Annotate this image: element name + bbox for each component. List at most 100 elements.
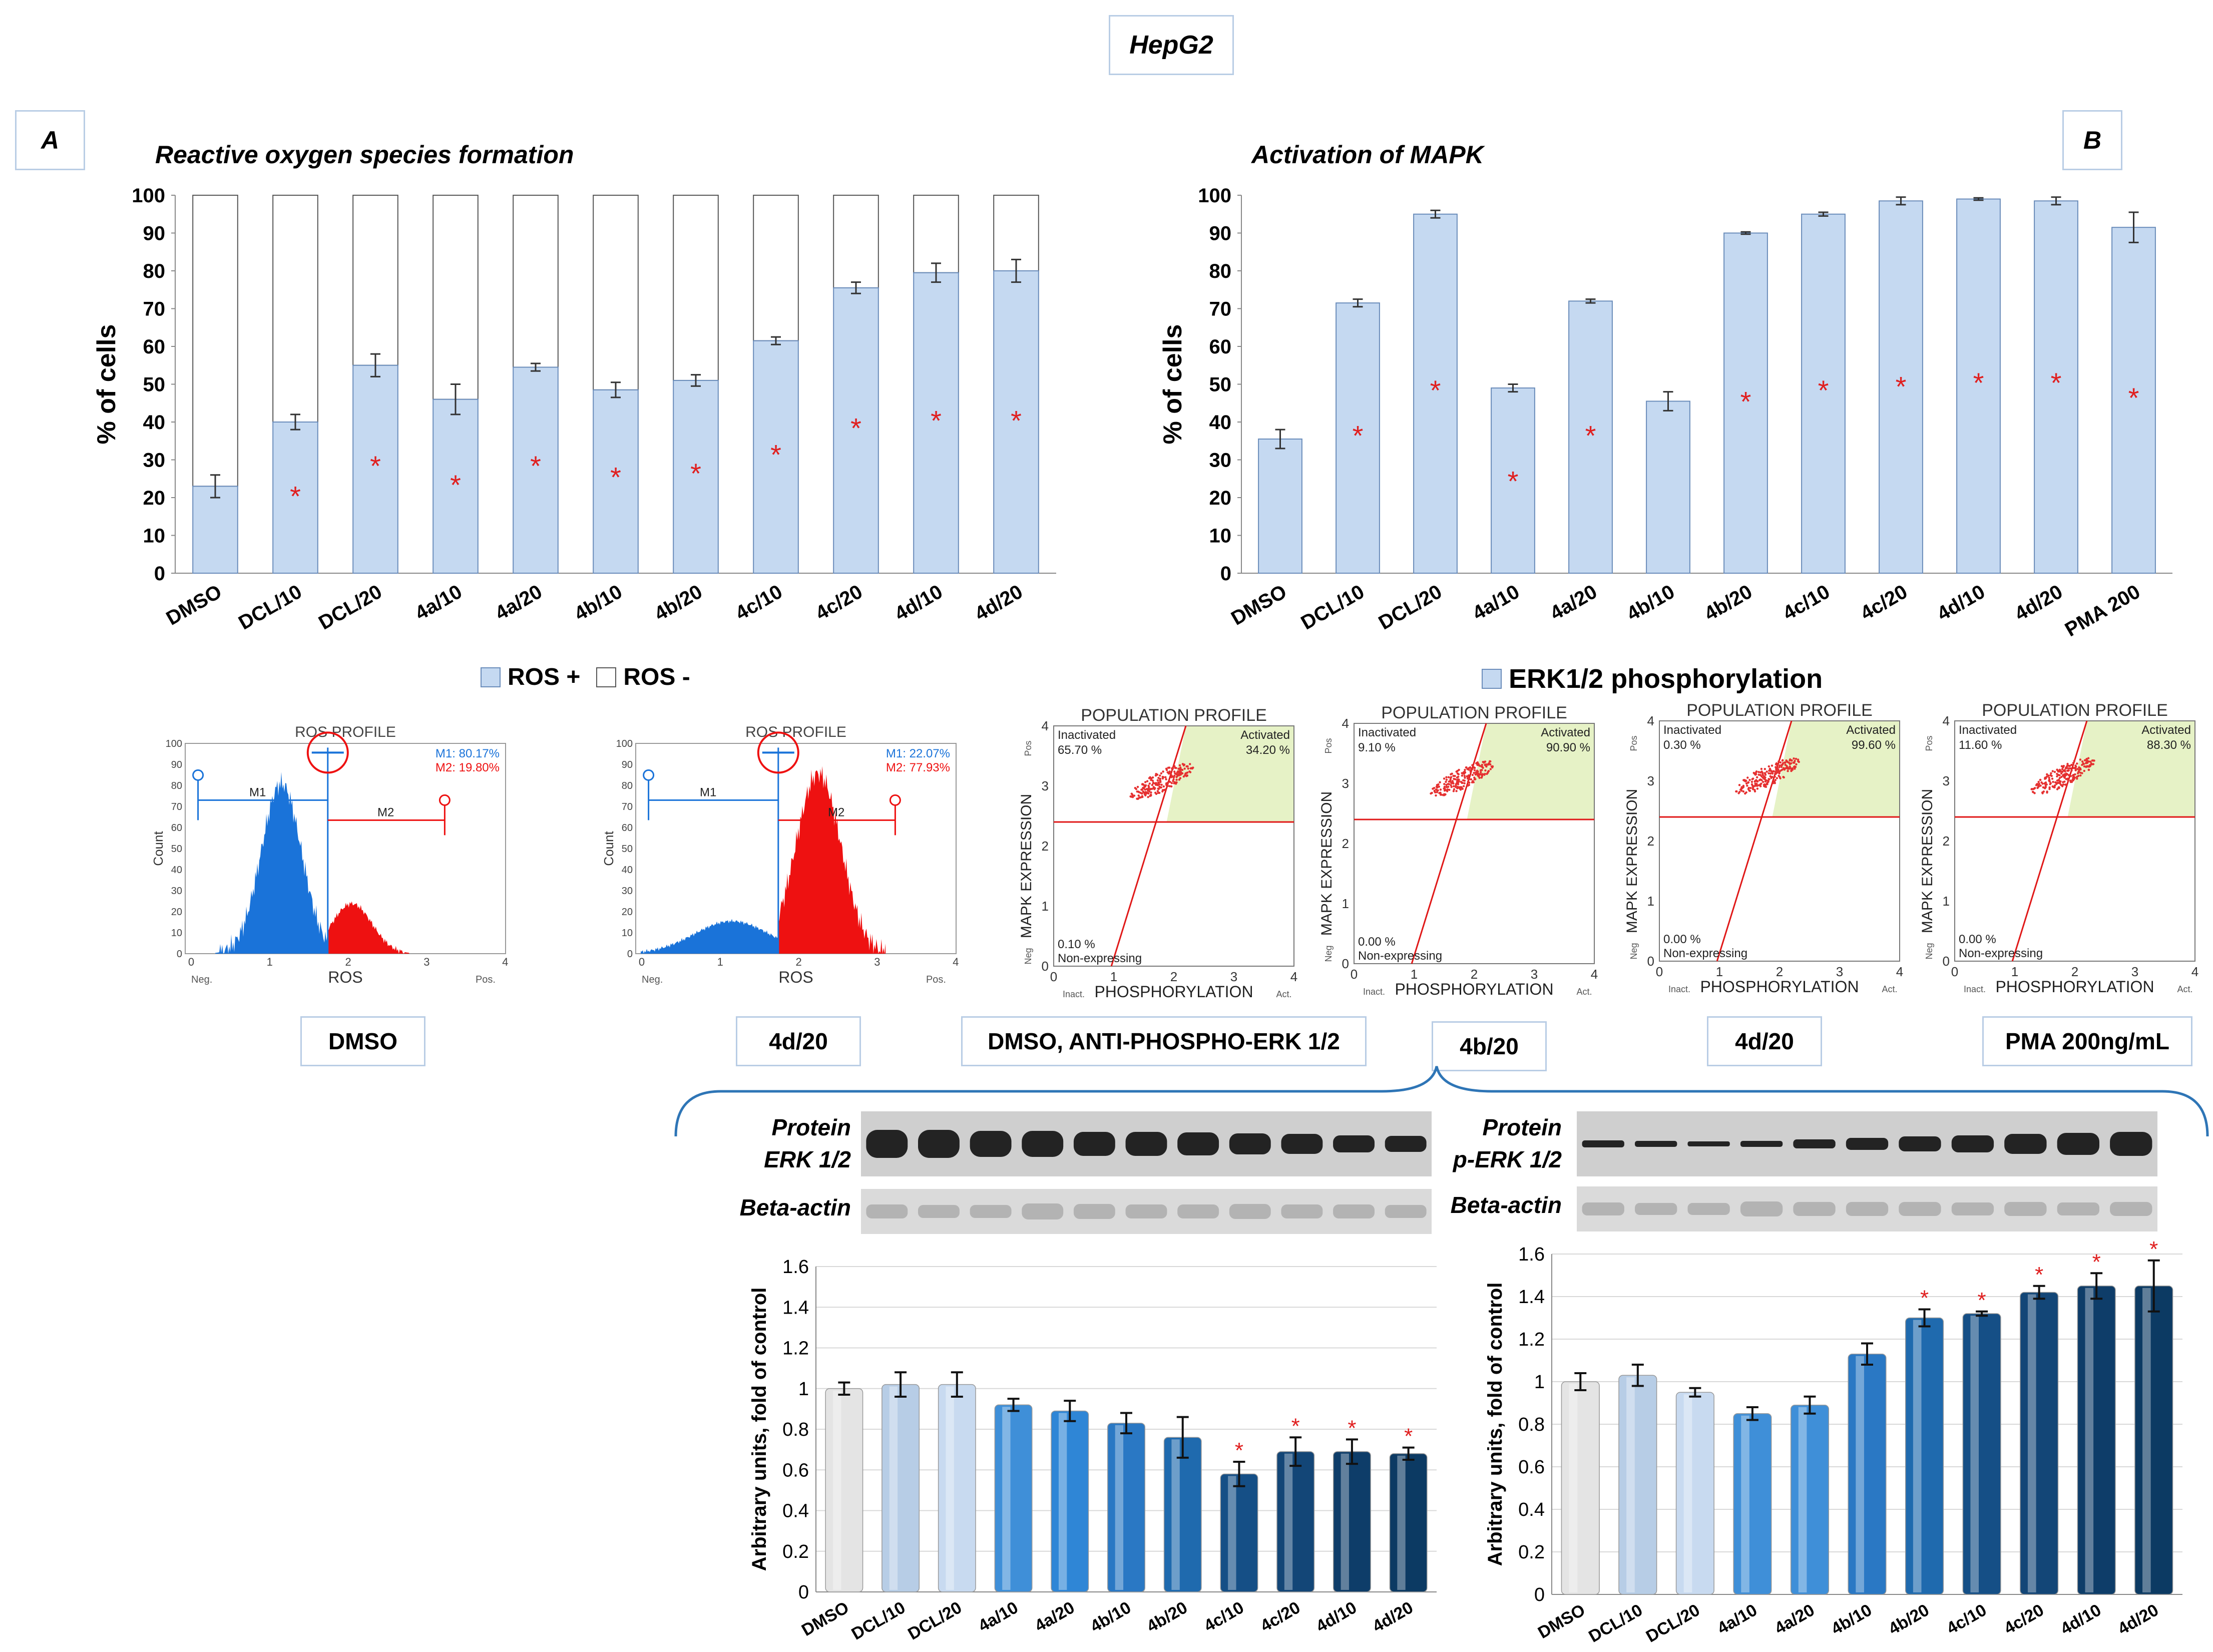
error-bar: [771, 336, 781, 345]
pop-pos-label: Pos: [1323, 738, 1334, 753]
pop-point: [1771, 764, 1774, 767]
error-bar: [1689, 1387, 1701, 1398]
bar-highlight: [1284, 1453, 1293, 1590]
pop-point: [1178, 764, 1181, 766]
pop-point: [1446, 790, 1449, 792]
pop-point: [1473, 771, 1475, 774]
pop-diag-gate: [1716, 720, 1793, 962]
pop-point: [1478, 764, 1481, 767]
pop-point: [1764, 773, 1767, 776]
pop-point: [1737, 792, 1740, 794]
pop-point: [1769, 772, 1772, 775]
pop-point: [1147, 784, 1150, 787]
hist-red-area: [778, 766, 886, 954]
pop-y-tick: 2: [1943, 834, 1950, 849]
pop-point: [2076, 777, 2078, 780]
blot-perk-image: [1577, 1111, 2157, 1176]
bar: [1956, 198, 2001, 574]
pop-point: [1762, 780, 1764, 783]
y-axis-label: Arbitrary units, fold of control: [748, 1288, 770, 1571]
bar: [1733, 1413, 1772, 1595]
pop-point: [1457, 783, 1460, 785]
pop-x-tick: 4: [1896, 964, 1903, 979]
pop-point: [2038, 782, 2040, 785]
pop-point: [1778, 774, 1780, 777]
significance-star: *: [1973, 367, 1984, 398]
pop-point: [1453, 777, 1455, 780]
bar: [513, 366, 559, 574]
pop-point: [2057, 779, 2060, 781]
pop-inactivated-pct: 9.10 %: [1358, 741, 1396, 754]
pop-x-tick: 3: [1230, 969, 1237, 984]
x-tick-label: 4a/20: [1032, 1598, 1078, 1635]
pop-activated-label: Activated: [1541, 726, 1590, 739]
pop-y-tick: 3: [1943, 773, 1950, 788]
bar-neg: [432, 195, 479, 400]
error-bar: [1346, 1438, 1358, 1465]
pop-x-tick: 3: [1531, 967, 1538, 982]
pop-x-tick: 2: [2071, 964, 2078, 979]
pop-point: [1148, 777, 1151, 779]
panel-label-a: A: [15, 110, 85, 170]
pop-point: [1165, 783, 1168, 786]
pop-point: [1742, 784, 1745, 787]
y-tick-label: 0.2: [782, 1541, 809, 1562]
pop-point: [2042, 786, 2045, 788]
significance-star: *: [2149, 1237, 2158, 1262]
gate-m2-handle: [438, 794, 451, 806]
pop-point: [1465, 766, 1468, 769]
pop-point: [1783, 767, 1785, 769]
hist-y-tick: 0: [627, 949, 633, 960]
pop-point: [1447, 785, 1450, 788]
pop-point: [1438, 785, 1440, 788]
significance-star: *: [1508, 465, 1519, 497]
pop-point: [1788, 767, 1791, 770]
hist-x-tick: 1: [267, 956, 273, 968]
pop-point: [1762, 783, 1765, 786]
significance-star: *: [1430, 374, 1441, 406]
pop-point: [2050, 774, 2053, 777]
x-tick-label: 4c/20: [1257, 1598, 1303, 1635]
pop-x-tick: 0: [1951, 964, 1958, 979]
pop-point: [1445, 783, 1448, 786]
pop-point: [1778, 766, 1781, 768]
pop-point: [2081, 772, 2083, 774]
pop-frame: [1659, 720, 1900, 962]
pop-point: [2081, 760, 2084, 763]
y-tick-label: 80: [143, 260, 166, 282]
pop-point: [2061, 765, 2064, 768]
significance-star: *: [2092, 1250, 2101, 1274]
error-bar: [2090, 1272, 2103, 1300]
pop-point: [1439, 793, 1442, 796]
pop-frame: [1053, 725, 1294, 967]
pop-point: [1471, 773, 1474, 776]
pop-point: [1447, 788, 1449, 791]
pop-point: [1484, 764, 1487, 766]
pop-point: [1189, 767, 1192, 770]
bar: [1220, 1473, 1258, 1592]
pop-point: [1451, 780, 1454, 782]
pop-point: [1154, 782, 1156, 785]
legend-ros: ROS + ROS -: [481, 663, 690, 691]
pop-point: [1183, 767, 1186, 770]
gate-m2: [327, 805, 446, 836]
pop-point: [1752, 777, 1754, 780]
pop-point: [1175, 778, 1178, 781]
pop-point: [1174, 766, 1176, 769]
pop-point: [1755, 780, 1758, 782]
y-tick-label: 1.2: [1518, 1329, 1545, 1350]
gate-m1-label: M1: [249, 785, 266, 799]
blot-band: [1177, 1132, 1219, 1155]
pop-point: [1481, 763, 1483, 766]
bar-highlight: [1228, 1476, 1236, 1590]
pop-inact-label: Inact.: [1363, 987, 1385, 997]
pop-point: [1156, 790, 1159, 792]
population-profile-4b20: POPULATION PROFILE Inactivated 9.10 % Activ…: [1318, 703, 1598, 998]
gate-m1-label: M1: [700, 785, 716, 799]
blot-band: [1635, 1203, 1677, 1215]
blot-perk-label-line1: Protein: [1482, 1114, 1562, 1140]
hist-y-tick: 90: [622, 759, 633, 770]
hist-y-tick: 80: [171, 780, 182, 791]
pop-point: [1756, 776, 1758, 778]
pop-point: [2067, 769, 2070, 772]
